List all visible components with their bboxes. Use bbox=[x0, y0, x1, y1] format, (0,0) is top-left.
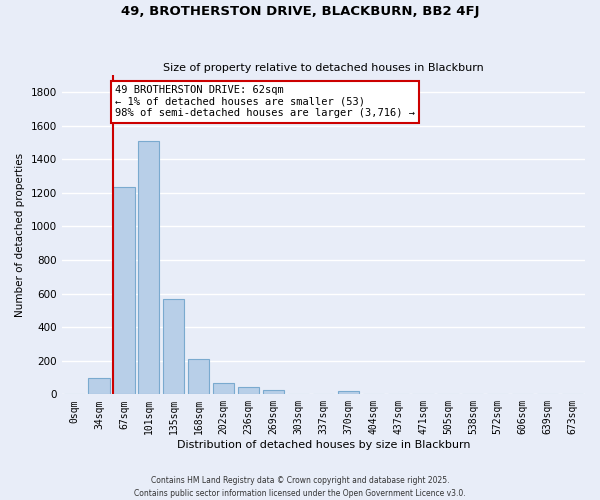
Bar bbox=[238, 387, 259, 394]
Bar bbox=[113, 187, 134, 394]
Bar bbox=[88, 378, 110, 394]
Text: 49, BROTHERSTON DRIVE, BLACKBURN, BB2 4FJ: 49, BROTHERSTON DRIVE, BLACKBURN, BB2 4F… bbox=[121, 5, 479, 18]
Bar bbox=[138, 140, 160, 394]
Text: Contains HM Land Registry data © Crown copyright and database right 2025.
Contai: Contains HM Land Registry data © Crown c… bbox=[134, 476, 466, 498]
Bar bbox=[213, 384, 234, 394]
Title: Size of property relative to detached houses in Blackburn: Size of property relative to detached ho… bbox=[163, 63, 484, 73]
Bar bbox=[263, 390, 284, 394]
Text: 49 BROTHERSTON DRIVE: 62sqm
← 1% of detached houses are smaller (53)
98% of semi: 49 BROTHERSTON DRIVE: 62sqm ← 1% of deta… bbox=[115, 85, 415, 118]
Bar bbox=[188, 359, 209, 394]
Bar bbox=[338, 391, 359, 394]
Y-axis label: Number of detached properties: Number of detached properties bbox=[15, 152, 25, 317]
Bar bbox=[163, 300, 184, 394]
X-axis label: Distribution of detached houses by size in Blackburn: Distribution of detached houses by size … bbox=[176, 440, 470, 450]
